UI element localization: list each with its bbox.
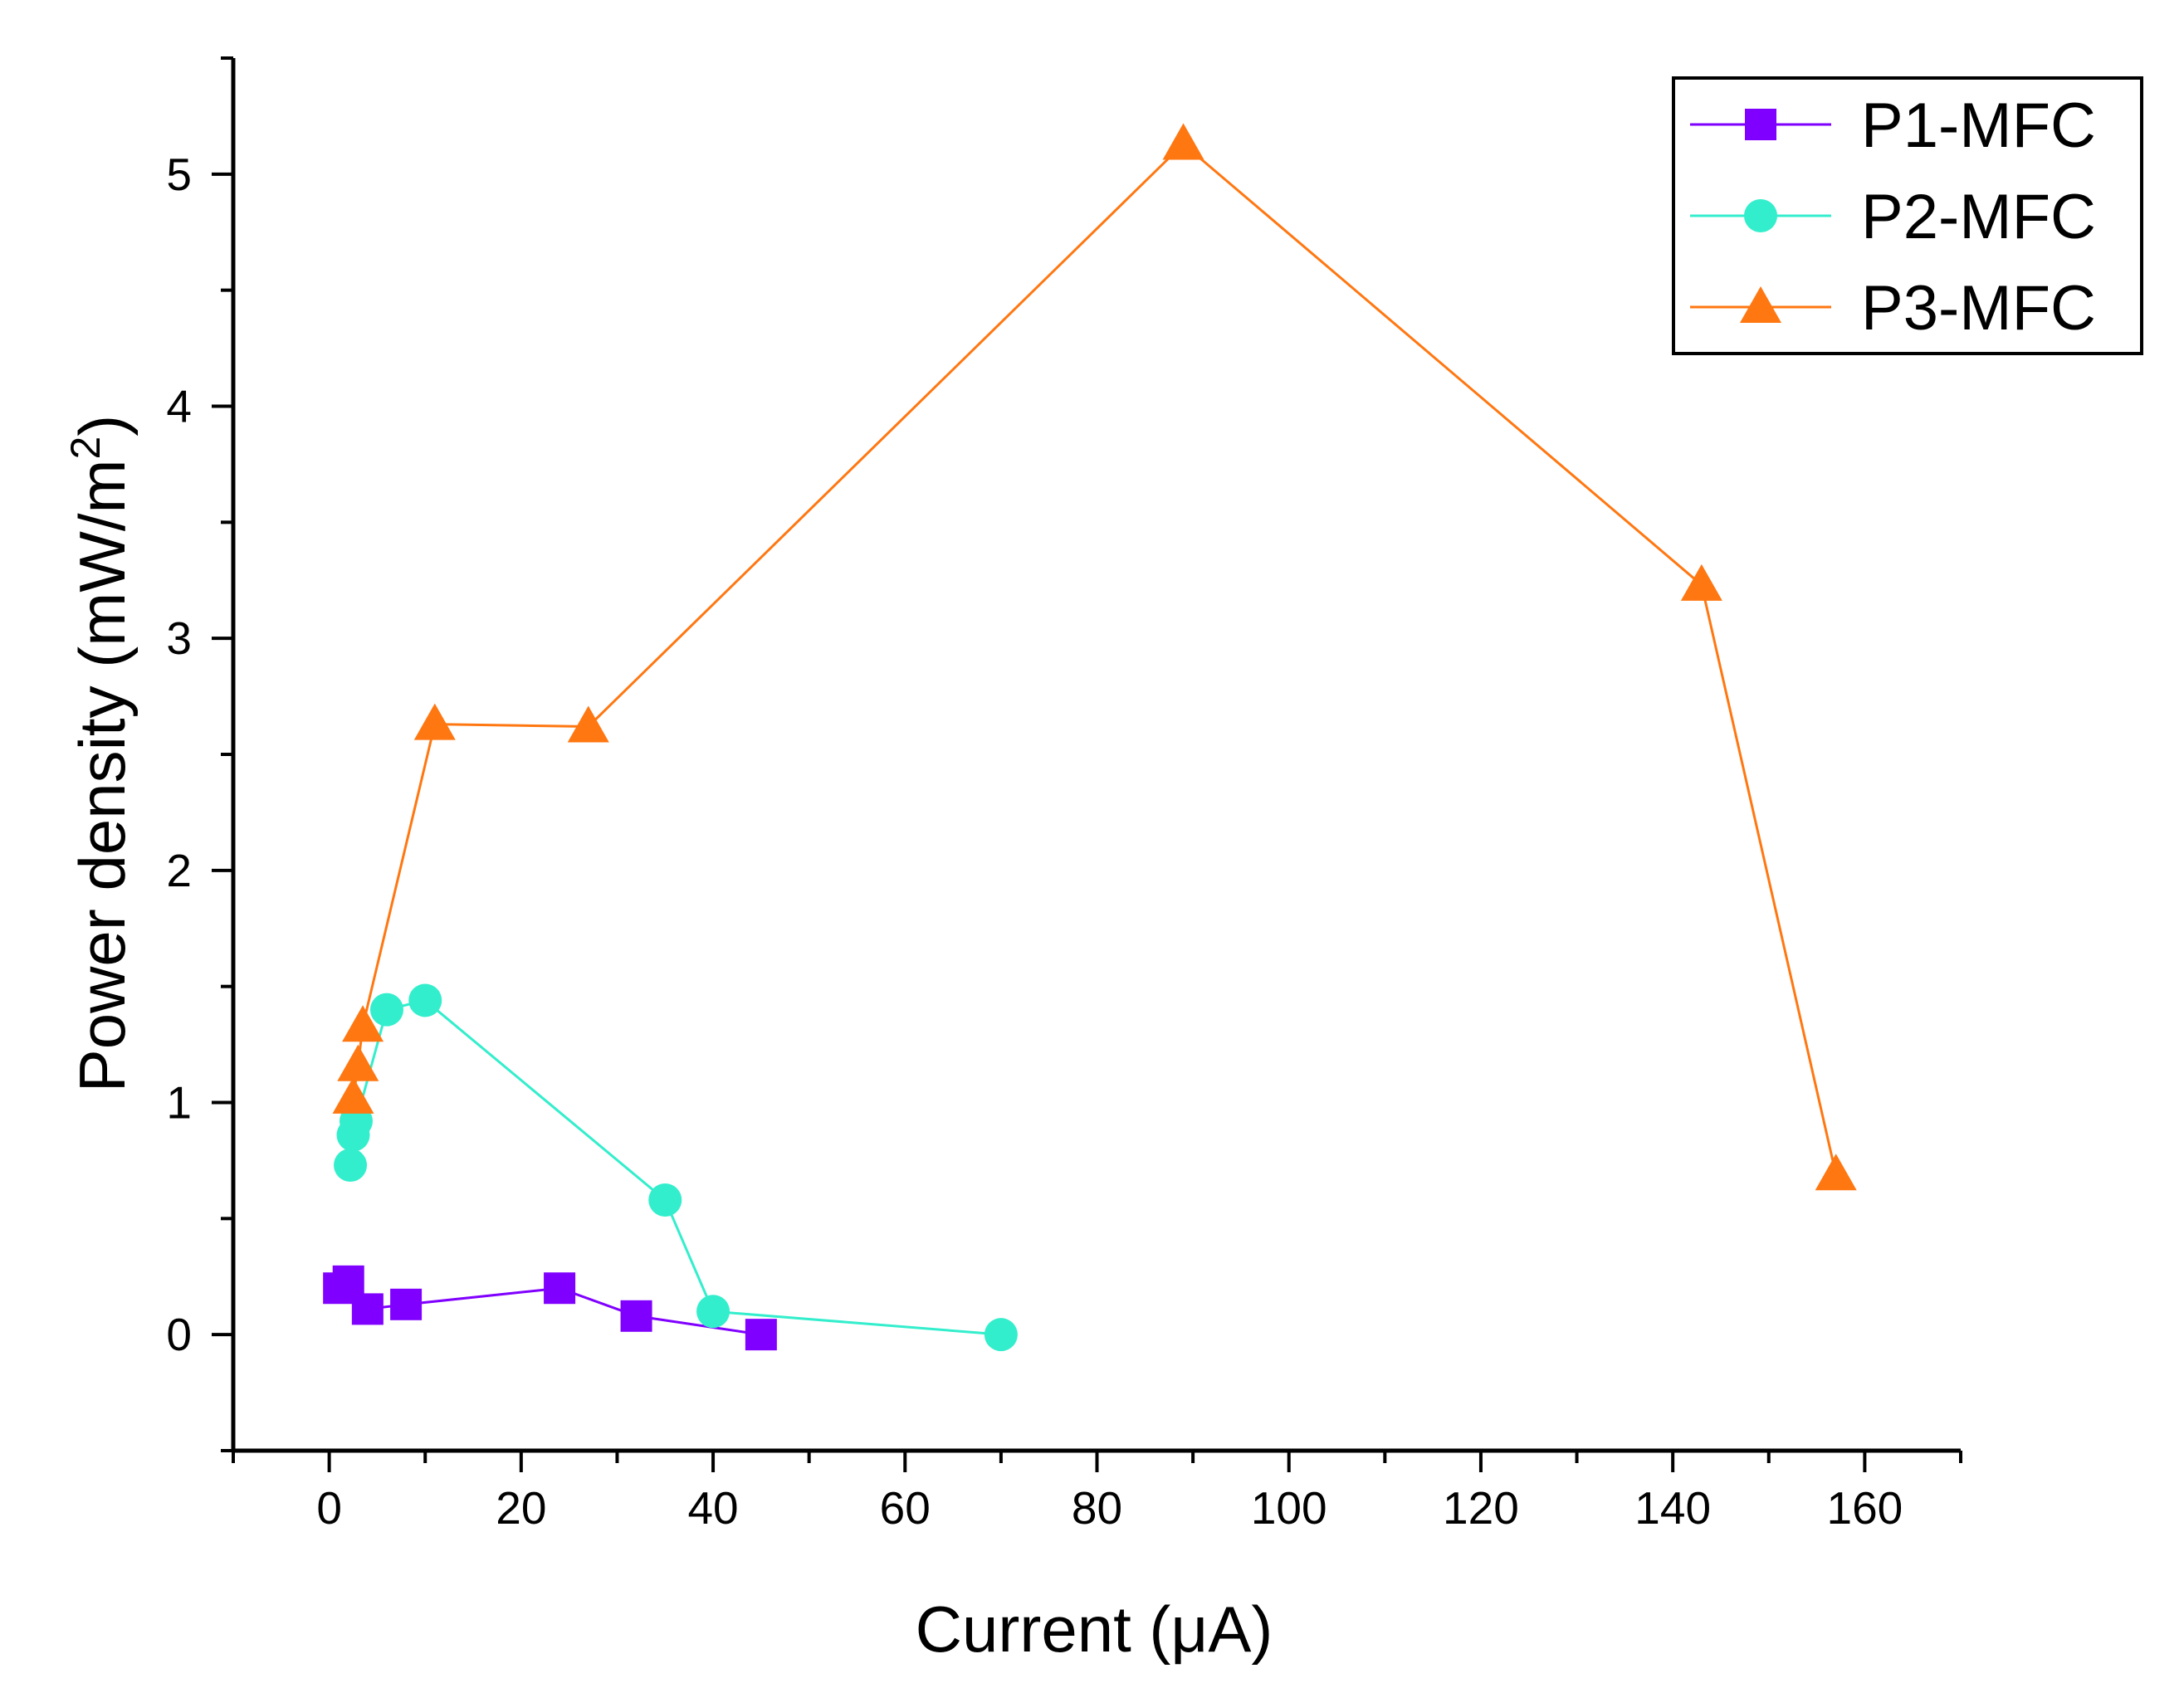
data-point-p2-mfc <box>334 1149 368 1183</box>
legend-item-p1-mfc: P1-MFC <box>1690 90 2096 161</box>
y-tick-label: 2 <box>166 845 192 896</box>
data-point-p2-mfc <box>696 1295 730 1329</box>
data-point-p1-mfc <box>351 1293 384 1325</box>
data-point-p1-mfc <box>544 1272 576 1305</box>
y-axis-title: Power density (mW/m2) <box>62 415 139 1093</box>
legend-items: P1-MFC P2-MFC P3-MFC <box>1690 90 2096 344</box>
data-point-p1-mfc <box>390 1288 423 1320</box>
y-ticks: 0 1 2 3 4 5 <box>166 56 233 1452</box>
series-line-p2-mfc <box>349 998 1002 1336</box>
x-tick-label: 40 <box>687 1482 738 1534</box>
x-tick-label: 80 <box>1072 1482 1122 1534</box>
x-tick-label: 0 <box>316 1482 342 1534</box>
legend-label-p1-mfc: P1-MFC <box>1861 90 2096 161</box>
y-tick-label: 1 <box>166 1077 192 1129</box>
data-point-p2-mfc <box>369 993 403 1027</box>
data-point-p3-mfc <box>1680 563 1722 601</box>
series-line-p3-mfc <box>352 142 1838 1175</box>
data-point-p2-mfc <box>408 983 442 1017</box>
y-tick-label: 4 <box>166 381 192 432</box>
legend-marker-p3-mfc <box>1740 286 1781 323</box>
legend-marker-p1-mfc <box>1745 109 1776 140</box>
y-axis-title-superscript: 2 <box>62 437 109 460</box>
y-tick-label: 5 <box>166 149 192 200</box>
legend-item-p2-mfc: P2-MFC <box>1690 182 2096 252</box>
series-p3-mfc <box>332 123 1857 1191</box>
data-point-p1-mfc <box>745 1319 777 1351</box>
y-axis-title-main: Power density (mW/m <box>66 460 139 1093</box>
x-tick-label: 60 <box>880 1482 931 1534</box>
x-axis-title: Current (μA) <box>916 1593 1273 1666</box>
legend-label-p3-mfc: P3-MFC <box>1861 273 2096 344</box>
data-point-p3-mfc <box>337 1044 379 1081</box>
data-point-p3-mfc <box>1815 1154 1857 1191</box>
series-p2-mfc <box>334 983 1018 1352</box>
data-point-p3-mfc <box>567 705 609 743</box>
x-tick-label: 120 <box>1443 1482 1519 1534</box>
y-axis-title-close: ) <box>66 415 139 437</box>
x-tick-label: 160 <box>1827 1482 1903 1534</box>
data-point-p2-mfc <box>648 1183 682 1217</box>
data-point-p3-mfc <box>413 703 456 740</box>
data-point-p1-mfc <box>620 1300 652 1332</box>
data-point-p1-mfc <box>332 1265 364 1297</box>
legend-item-p3-mfc: P3-MFC <box>1690 273 2096 344</box>
series-p1-mfc <box>323 1265 777 1351</box>
legend: P1-MFC P2-MFC P3-MFC <box>1672 76 2143 355</box>
data-point-p3-mfc <box>332 1076 374 1114</box>
y-tick-label: 0 <box>166 1309 192 1360</box>
series-layer <box>323 123 1857 1352</box>
axes: 0 20 40 60 80 100 120 140 160 0 1 2 3 4 5 <box>166 56 1962 1534</box>
x-tick-label: 20 <box>496 1482 546 1534</box>
data-point-p3-mfc <box>342 1005 384 1042</box>
x-tick-label: 100 <box>1251 1482 1327 1534</box>
legend-label-p2-mfc: P2-MFC <box>1861 182 2096 252</box>
x-ticks: 0 20 40 60 80 100 120 140 160 <box>232 1451 1962 1534</box>
data-point-p3-mfc <box>1162 123 1204 160</box>
data-point-p2-mfc <box>984 1318 1018 1352</box>
x-tick-label: 140 <box>1634 1482 1711 1534</box>
legend-marker-p2-mfc <box>1744 199 1777 232</box>
y-tick-label: 3 <box>166 612 192 664</box>
